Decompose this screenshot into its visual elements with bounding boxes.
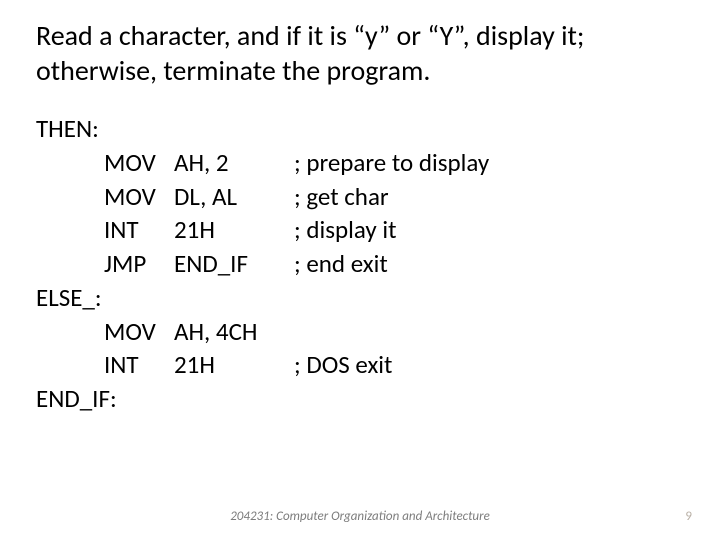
comment bbox=[294, 315, 684, 349]
comment: ; DOS exit bbox=[294, 348, 684, 382]
opcode: JMP bbox=[104, 247, 174, 281]
page-number: 9 bbox=[685, 509, 692, 524]
operand: DL, AL bbox=[174, 180, 294, 214]
operand: 21H bbox=[174, 213, 294, 247]
label-text: END_IF: bbox=[36, 382, 117, 416]
slide-footer: 204231: Computer Organization and Archit… bbox=[0, 509, 720, 524]
code-block: THEN: MOV AH, 2 ; prepare to display MOV… bbox=[36, 112, 684, 416]
operand: AH, 2 bbox=[174, 146, 294, 180]
label-text: THEN: bbox=[36, 112, 99, 146]
label-then: THEN: bbox=[36, 112, 684, 146]
operand: AH, 4CH bbox=[174, 315, 294, 349]
code-line: MOV DL, AL ; get char bbox=[36, 180, 684, 214]
comment: ; prepare to display bbox=[294, 146, 684, 180]
code-line: MOV AH, 2 ; prepare to display bbox=[36, 146, 684, 180]
comment: ; display it bbox=[294, 213, 684, 247]
comment: ; end exit bbox=[294, 247, 684, 281]
code-line: MOV AH, 4CH bbox=[36, 315, 684, 349]
opcode: MOV bbox=[104, 180, 174, 214]
comment: ; get char bbox=[294, 180, 684, 214]
code-line: INT 21H ; display it bbox=[36, 213, 684, 247]
label-else: ELSE_: bbox=[36, 281, 684, 315]
opcode: INT bbox=[104, 213, 174, 247]
operand: 21H bbox=[174, 348, 294, 382]
opcode: INT bbox=[104, 348, 174, 382]
code-line: JMP END_IF ; end exit bbox=[36, 247, 684, 281]
operand: END_IF bbox=[174, 247, 294, 281]
label-endif: END_IF: bbox=[36, 382, 684, 416]
code-line: INT 21H ; DOS exit bbox=[36, 348, 684, 382]
opcode: MOV bbox=[104, 146, 174, 180]
slide: Read a character, and if it is “y” or “Y… bbox=[0, 0, 720, 540]
slide-title: Read a character, and if it is “y” or “Y… bbox=[36, 18, 684, 88]
label-text: ELSE_: bbox=[36, 281, 102, 315]
opcode: MOV bbox=[104, 315, 174, 349]
